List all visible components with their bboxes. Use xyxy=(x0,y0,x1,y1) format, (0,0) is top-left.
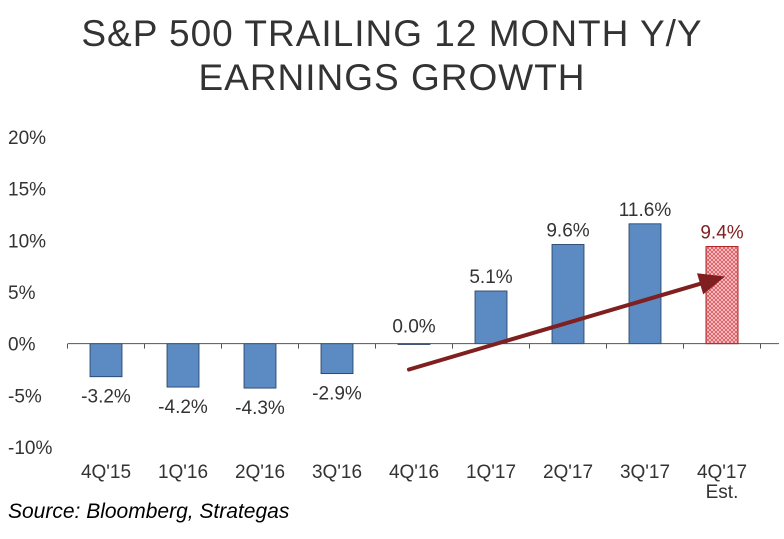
chart-title-line-1: S&P 500 TRAILING 12 MONTH Y/Y xyxy=(81,13,703,54)
x-tick-label: 2Q'16 xyxy=(235,462,285,483)
y-tick-label: -10% xyxy=(8,438,52,459)
bar xyxy=(243,343,277,389)
trend-arrow-shaft xyxy=(407,281,703,372)
bar xyxy=(551,244,585,345)
x-tick-label: Est. xyxy=(706,482,739,503)
bar xyxy=(320,343,354,375)
data-label: -3.2% xyxy=(81,387,131,408)
bar xyxy=(628,223,662,345)
y-tick-label: 10% xyxy=(8,231,46,252)
data-label: 5.1% xyxy=(469,267,512,288)
bar xyxy=(166,343,200,388)
y-tick-label: 20% xyxy=(8,128,46,149)
data-label: -4.3% xyxy=(235,398,285,419)
x-tick-label: 2Q'17 xyxy=(543,462,593,483)
x-tick-label: 4Q'15 xyxy=(81,462,131,483)
zero-axis xyxy=(67,343,779,349)
y-tick-label: 0% xyxy=(8,335,36,356)
trend-arrow xyxy=(407,273,725,372)
chart-title-line-2: EARNINGS GROWTH xyxy=(198,57,586,98)
chart-title: S&P 500 TRAILING 12 MONTH Y/Y EARNINGS G… xyxy=(0,12,784,100)
x-tick-label: 4Q'17 xyxy=(697,462,747,483)
y-tick-label: -5% xyxy=(8,386,42,407)
data-label: 9.4% xyxy=(700,223,743,244)
data-label: -4.2% xyxy=(158,397,208,418)
y-tick-label: 15% xyxy=(8,180,46,201)
data-label: -2.9% xyxy=(312,384,362,405)
source-note: Source: Bloomberg, Strategas xyxy=(8,500,290,523)
x-tick-label: 3Q'17 xyxy=(620,462,670,483)
x-tick-label: 1Q'17 xyxy=(466,462,516,483)
x-axis: 4Q'15 1Q'16 2Q'16 3Q'16 4Q'16 1Q'17 2Q'17 3Q'17… xyxy=(81,462,747,503)
y-tick-label: 5% xyxy=(8,283,36,304)
data-label: 11.6% xyxy=(619,200,672,221)
bars xyxy=(89,223,739,389)
value-labels: -3.2% -4.2% -4.3% -2.9% 0.0% 5.1% 9.6% 11.6% 9.4… xyxy=(81,200,744,419)
data-label: 0.0% xyxy=(392,317,435,338)
bar xyxy=(89,343,123,378)
x-tick-label: 4Q'16 xyxy=(389,462,439,483)
x-tick-label: 3Q'16 xyxy=(312,462,362,483)
y-axis: -10% -5% 0% 5% 10% 15% 20% xyxy=(8,128,52,459)
data-label: 9.6% xyxy=(546,220,589,241)
bar-estimate xyxy=(705,246,739,345)
trend-arrow-head xyxy=(697,273,725,295)
bar xyxy=(474,290,508,345)
x-tick-label: 1Q'16 xyxy=(158,462,208,483)
